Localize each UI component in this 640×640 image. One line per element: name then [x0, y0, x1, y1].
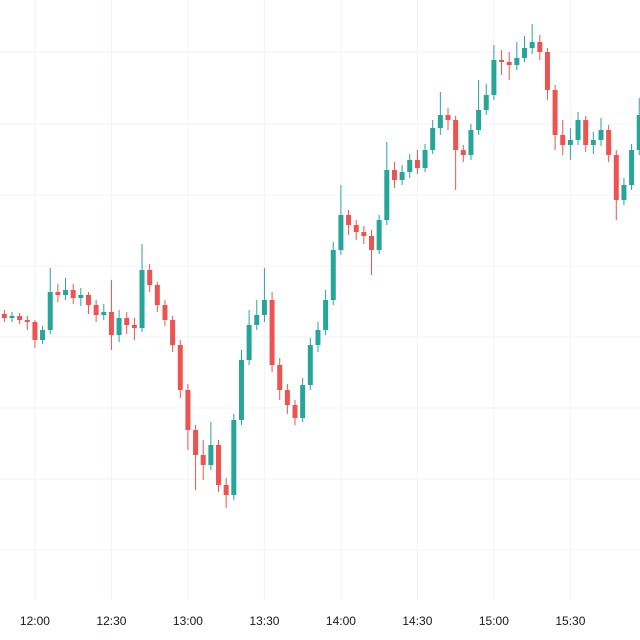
candle-body: [307, 345, 313, 385]
candle-body: [414, 160, 420, 168]
candle-body: [353, 225, 359, 232]
candle-body: [269, 300, 275, 365]
candle-body: [277, 365, 283, 390]
candle-body: [499, 60, 505, 62]
candle-body: [261, 300, 267, 315]
candle-body: [330, 250, 336, 300]
candle-body: [170, 320, 176, 345]
candle-body: [193, 430, 199, 455]
candle-body: [391, 170, 397, 180]
candle-body: [200, 455, 206, 465]
candle-body: [177, 345, 183, 390]
candle-body: [613, 155, 619, 200]
x-tick-label: 15:30: [555, 614, 585, 628]
candle-body: [17, 316, 23, 320]
candle-body: [55, 292, 61, 295]
candle-body: [292, 405, 298, 418]
candle-body: [422, 150, 428, 168]
x-tick-label: 12:30: [96, 614, 126, 628]
candle-body: [453, 120, 459, 150]
candle-body: [254, 315, 260, 325]
candle-body: [399, 172, 405, 180]
candle-body: [514, 58, 520, 65]
candle-body: [154, 285, 160, 305]
candle-body: [460, 150, 466, 155]
candle-body: [376, 220, 382, 250]
candle-body: [108, 312, 114, 335]
candle-body: [116, 318, 122, 335]
candle-body: [590, 140, 596, 145]
candle-body: [315, 330, 321, 345]
candle-body: [124, 318, 130, 325]
candle-body: [567, 140, 573, 145]
candle-body: [521, 48, 527, 58]
candle-body: [468, 130, 474, 155]
candle-body: [63, 290, 69, 295]
candle-body: [131, 325, 137, 328]
candle-body: [70, 290, 76, 298]
candle-body: [78, 295, 84, 298]
candle-body: [346, 215, 352, 225]
x-tick-label: 14:30: [402, 614, 432, 628]
candle-body: [506, 62, 512, 65]
candle-body: [437, 115, 443, 128]
candle-body: [1, 314, 7, 318]
candle-body: [216, 445, 222, 485]
candle-body: [361, 232, 367, 236]
candle-body: [560, 135, 566, 145]
candle-body: [575, 120, 581, 140]
candle-body: [32, 322, 38, 340]
candle-body: [24, 320, 30, 322]
candle-body: [621, 185, 627, 200]
candle-body: [491, 60, 497, 95]
candle-body: [85, 295, 91, 305]
candle-body: [407, 160, 413, 172]
candle-body: [238, 360, 244, 420]
candle-body: [629, 150, 635, 185]
candle-body: [544, 52, 550, 90]
x-tick-label: 13:00: [173, 614, 203, 628]
candle-body: [147, 270, 153, 285]
candle-body: [162, 305, 168, 320]
candle-body: [246, 325, 252, 360]
candle-body: [338, 215, 344, 250]
x-tick-label: 14:00: [326, 614, 356, 628]
candle-body: [40, 330, 46, 340]
x-tick-label: 13:30: [249, 614, 279, 628]
candle-body: [529, 42, 535, 48]
candle-body: [231, 420, 237, 495]
x-tick-label: 12:00: [20, 614, 50, 628]
candle-body: [606, 130, 612, 155]
candle-body: [552, 90, 558, 135]
candle-body: [185, 390, 191, 430]
candle-body: [284, 390, 290, 405]
candle-body: [208, 445, 214, 465]
candle-body: [369, 236, 375, 250]
candle-body: [223, 485, 229, 495]
candle-body: [384, 170, 390, 220]
candle-body: [101, 312, 107, 315]
candle-body: [483, 95, 489, 110]
candle-body: [598, 130, 604, 140]
candle-body: [583, 120, 589, 145]
candle-body: [323, 300, 329, 330]
candle-body: [537, 42, 543, 52]
candle-body: [47, 292, 53, 330]
candle-body: [300, 385, 306, 418]
candle-body: [476, 110, 482, 130]
x-tick-label: 15:00: [479, 614, 509, 628]
candle-body: [139, 270, 145, 328]
candle-body: [9, 316, 15, 318]
candle-body: [430, 128, 436, 150]
candle-body: [636, 115, 640, 150]
candle-body: [445, 115, 451, 120]
candle-body: [93, 305, 99, 315]
